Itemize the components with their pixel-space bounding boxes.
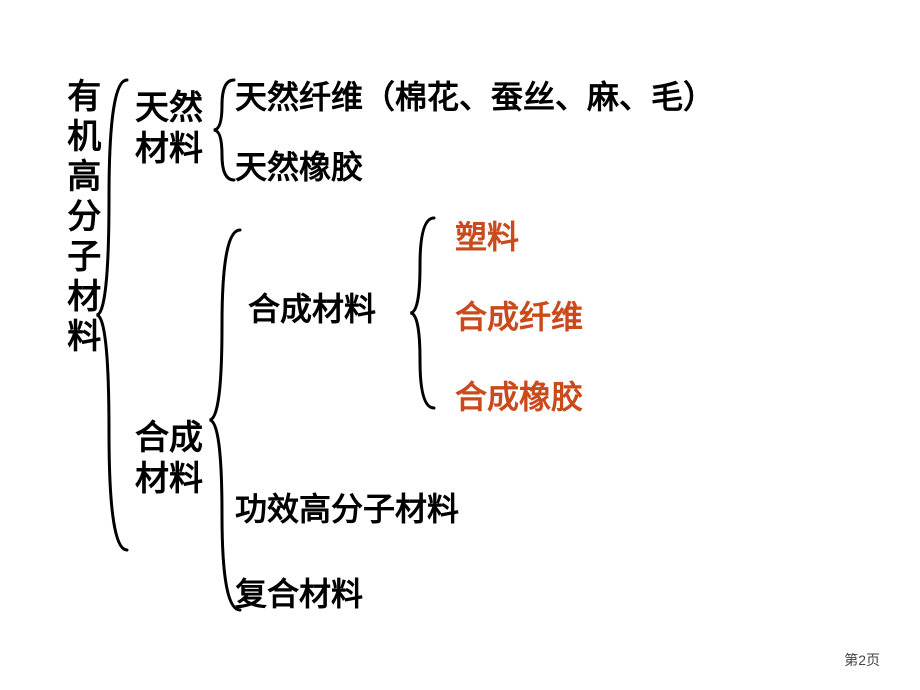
page-number: 第2页 — [844, 650, 880, 670]
branch-synthetic: 合成 材料 — [135, 418, 203, 500]
leaf-plastic: 塑料 — [455, 218, 519, 256]
leaf-functional-polymer: 功效高分子材料 — [235, 490, 459, 528]
branch-synthetic-line2: 材料 — [135, 459, 203, 500]
branch-synthetic-material: 合成材料 — [248, 290, 376, 328]
branch-natural: 天然 材料 — [135, 88, 203, 170]
leaf-natural-rubber: 天然橡胶 — [235, 148, 363, 186]
leaf-synthetic-rubber: 合成橡胶 — [455, 378, 583, 416]
branch-synthetic-line1: 合成 — [135, 418, 203, 459]
branch-natural-line1: 天然 — [135, 88, 203, 129]
root-node: 有机高分子材料 — [60, 78, 101, 358]
leaf-synthetic-fiber: 合成纤维 — [455, 298, 583, 336]
leaf-composite: 复合材料 — [235, 575, 363, 613]
branch-natural-line2: 材料 — [135, 129, 203, 170]
leaf-natural-fiber: 天然纤维（棉花、蚕丝、麻、毛） — [235, 78, 715, 116]
diagram-canvas: 有机高分子材料 天然 材料 合成 材料 天然纤维（棉花、蚕丝、麻、毛） 天然橡胶… — [0, 0, 920, 690]
